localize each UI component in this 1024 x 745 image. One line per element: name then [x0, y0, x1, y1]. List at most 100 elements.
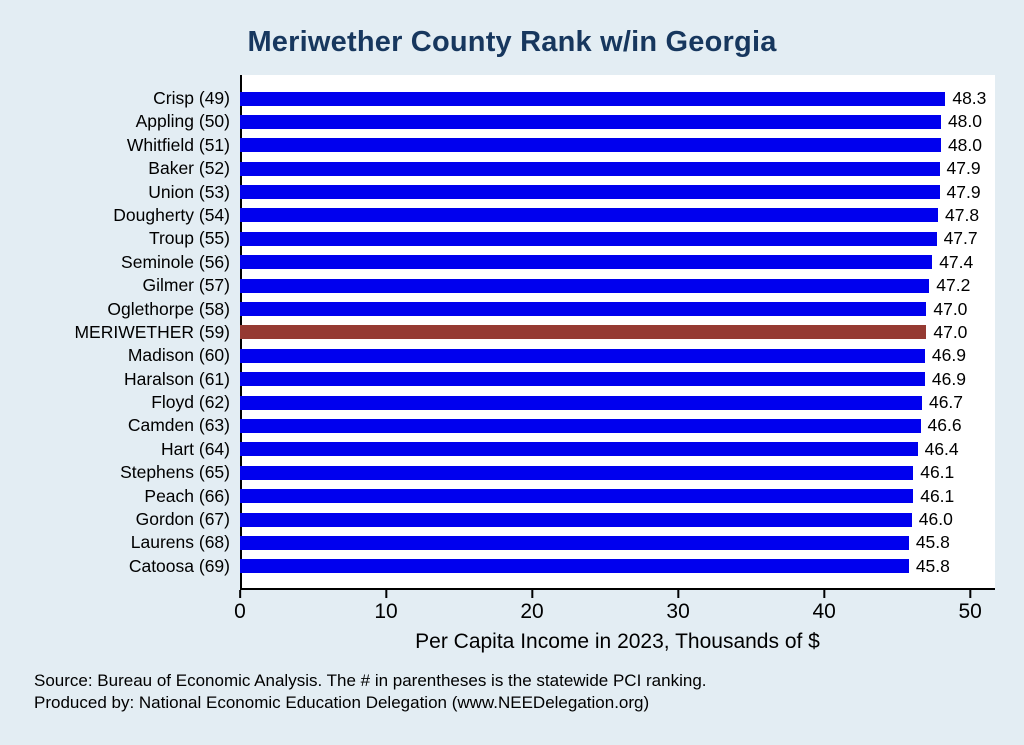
value-label: 46.4 — [924, 438, 959, 459]
category-label: Madison (60) — [127, 345, 230, 366]
bar-track: 47.8 — [240, 205, 995, 225]
bar — [240, 559, 909, 574]
bar-row: Oglethorpe (58) 47.0 — [0, 298, 995, 321]
category-label: Seminole (56) — [121, 251, 230, 272]
category-label: Floyd (62) — [151, 392, 230, 413]
bar — [240, 231, 937, 246]
category-label: Camden (63) — [127, 415, 230, 436]
bar-row: Crisp (49) 48.3 — [0, 87, 995, 110]
bar-row: Union (53) 47.9 — [0, 181, 995, 204]
bar-row: Catoosa (69) 45.8 — [0, 555, 995, 578]
bar-row: Gilmer (57) 47.2 — [0, 274, 995, 297]
bar-row: Peach (66) 46.1 — [0, 485, 995, 508]
bar-row: Madison (60) 46.9 — [0, 344, 995, 367]
value-label: 46.9 — [931, 345, 966, 366]
x-tick-mark — [823, 590, 826, 598]
source-note: Source: Bureau of Economic Analysis. The… — [34, 671, 707, 690]
bar-track: 47.0 — [240, 299, 995, 319]
bar-track: 48.0 — [240, 135, 995, 155]
value-label: 46.9 — [931, 368, 966, 389]
value-label: 46.1 — [920, 462, 955, 483]
value-label: 47.4 — [939, 251, 974, 272]
bar — [240, 348, 925, 363]
bar — [240, 208, 939, 223]
x-tick-label: 20 — [520, 600, 544, 623]
category-label: Whitfield (51) — [126, 134, 230, 155]
x-tick-mark — [531, 590, 534, 598]
x-tick: 10 — [374, 590, 398, 624]
bar-row: Baker (52) 47.9 — [0, 157, 995, 180]
bar-row: Haralson (61) 46.9 — [0, 368, 995, 391]
bar-row: Floyd (62) 46.7 — [0, 391, 995, 414]
bar — [240, 161, 940, 176]
bar — [240, 418, 921, 433]
bar — [240, 465, 914, 480]
bar-track: 46.4 — [240, 439, 995, 459]
category-label: Union (53) — [148, 181, 230, 202]
produced-by-note: Produced by: National Economic Education… — [34, 693, 650, 713]
bar-row: Appling (50) 48.0 — [0, 110, 995, 133]
bar — [240, 395, 922, 410]
bar-row: Stephens (65) 46.1 — [0, 461, 995, 484]
bar-row: Whitfield (51) 48.0 — [0, 134, 995, 157]
category-label: Gordon (67) — [135, 509, 230, 530]
x-tick-mark — [969, 590, 972, 598]
bar-row: Laurens (68) 45.8 — [0, 531, 995, 554]
bar-track: 46.6 — [240, 415, 995, 435]
bar-highlighted — [240, 325, 927, 340]
category-label: Troup (55) — [148, 228, 230, 249]
bar — [240, 114, 941, 129]
bar-row: Seminole (56) 47.4 — [0, 251, 995, 274]
bar-track: 47.9 — [240, 182, 995, 202]
x-axis: 0 10 20 30 40 50 — [234, 590, 995, 630]
x-tick-mark — [239, 590, 241, 598]
category-label: Crisp (49) — [153, 88, 230, 108]
x-tick: 30 — [666, 590, 690, 624]
x-tick-label: 10 — [374, 600, 398, 623]
bar-track: 47.9 — [240, 158, 995, 178]
bar — [240, 489, 914, 504]
bar-track: 47.4 — [240, 252, 995, 272]
value-label: 47.9 — [946, 158, 981, 179]
category-label: Haralson (61) — [123, 368, 230, 389]
value-label: 47.7 — [943, 228, 978, 249]
category-label: Appling (50) — [135, 111, 230, 132]
x-tick-label: 40 — [812, 600, 836, 623]
bar-track: 47.7 — [240, 228, 995, 248]
category-label: Laurens (68) — [130, 532, 230, 553]
bar-rows: Crisp (49) 48.3 Appling (50) 48.0 Whitfield … — [0, 87, 995, 578]
x-tick: 50 — [958, 590, 982, 624]
bar-track: 48.3 — [240, 88, 995, 108]
value-label: 48.3 — [952, 88, 987, 108]
bar-row: Camden (63) 46.6 — [0, 414, 995, 437]
x-tick: 0 — [234, 590, 246, 624]
bar — [240, 185, 940, 200]
bar — [240, 372, 925, 387]
x-tick-mark — [385, 590, 388, 598]
category-label: Baker (52) — [148, 158, 230, 179]
value-label: 46.1 — [920, 485, 955, 506]
bar — [240, 302, 927, 317]
x-tick: 40 — [812, 590, 836, 624]
bar-track: 46.0 — [240, 509, 995, 529]
bar-row: MERIWETHER (59) 47.0 — [0, 321, 995, 344]
value-label: 47.2 — [936, 275, 971, 296]
bar-row: Hart (64) 46.4 — [0, 438, 995, 461]
bar-row: Troup (55) 47.7 — [0, 227, 995, 250]
category-label: Peach (66) — [144, 485, 230, 506]
category-label: MERIWETHER (59) — [74, 321, 230, 342]
bar — [240, 442, 918, 457]
category-label: Hart (64) — [160, 438, 230, 459]
bar-track: 47.0 — [240, 322, 995, 342]
bar-row: Gordon (67) 46.0 — [0, 508, 995, 531]
bar-track: 46.7 — [240, 392, 995, 412]
bar — [240, 535, 909, 550]
bar-track: 47.2 — [240, 275, 995, 295]
bar — [240, 91, 946, 106]
chart-title: Meriwether County Rank w/in Georgia — [247, 26, 777, 58]
x-tick-label: 50 — [958, 600, 982, 623]
value-label: 46.7 — [928, 392, 964, 413]
chart-figure: Crisp (49) 48.3 Appling (50) 48.0 Whitfield … — [0, 75, 1024, 590]
x-tick-mark — [677, 590, 680, 598]
value-label: 48.0 — [947, 111, 983, 132]
